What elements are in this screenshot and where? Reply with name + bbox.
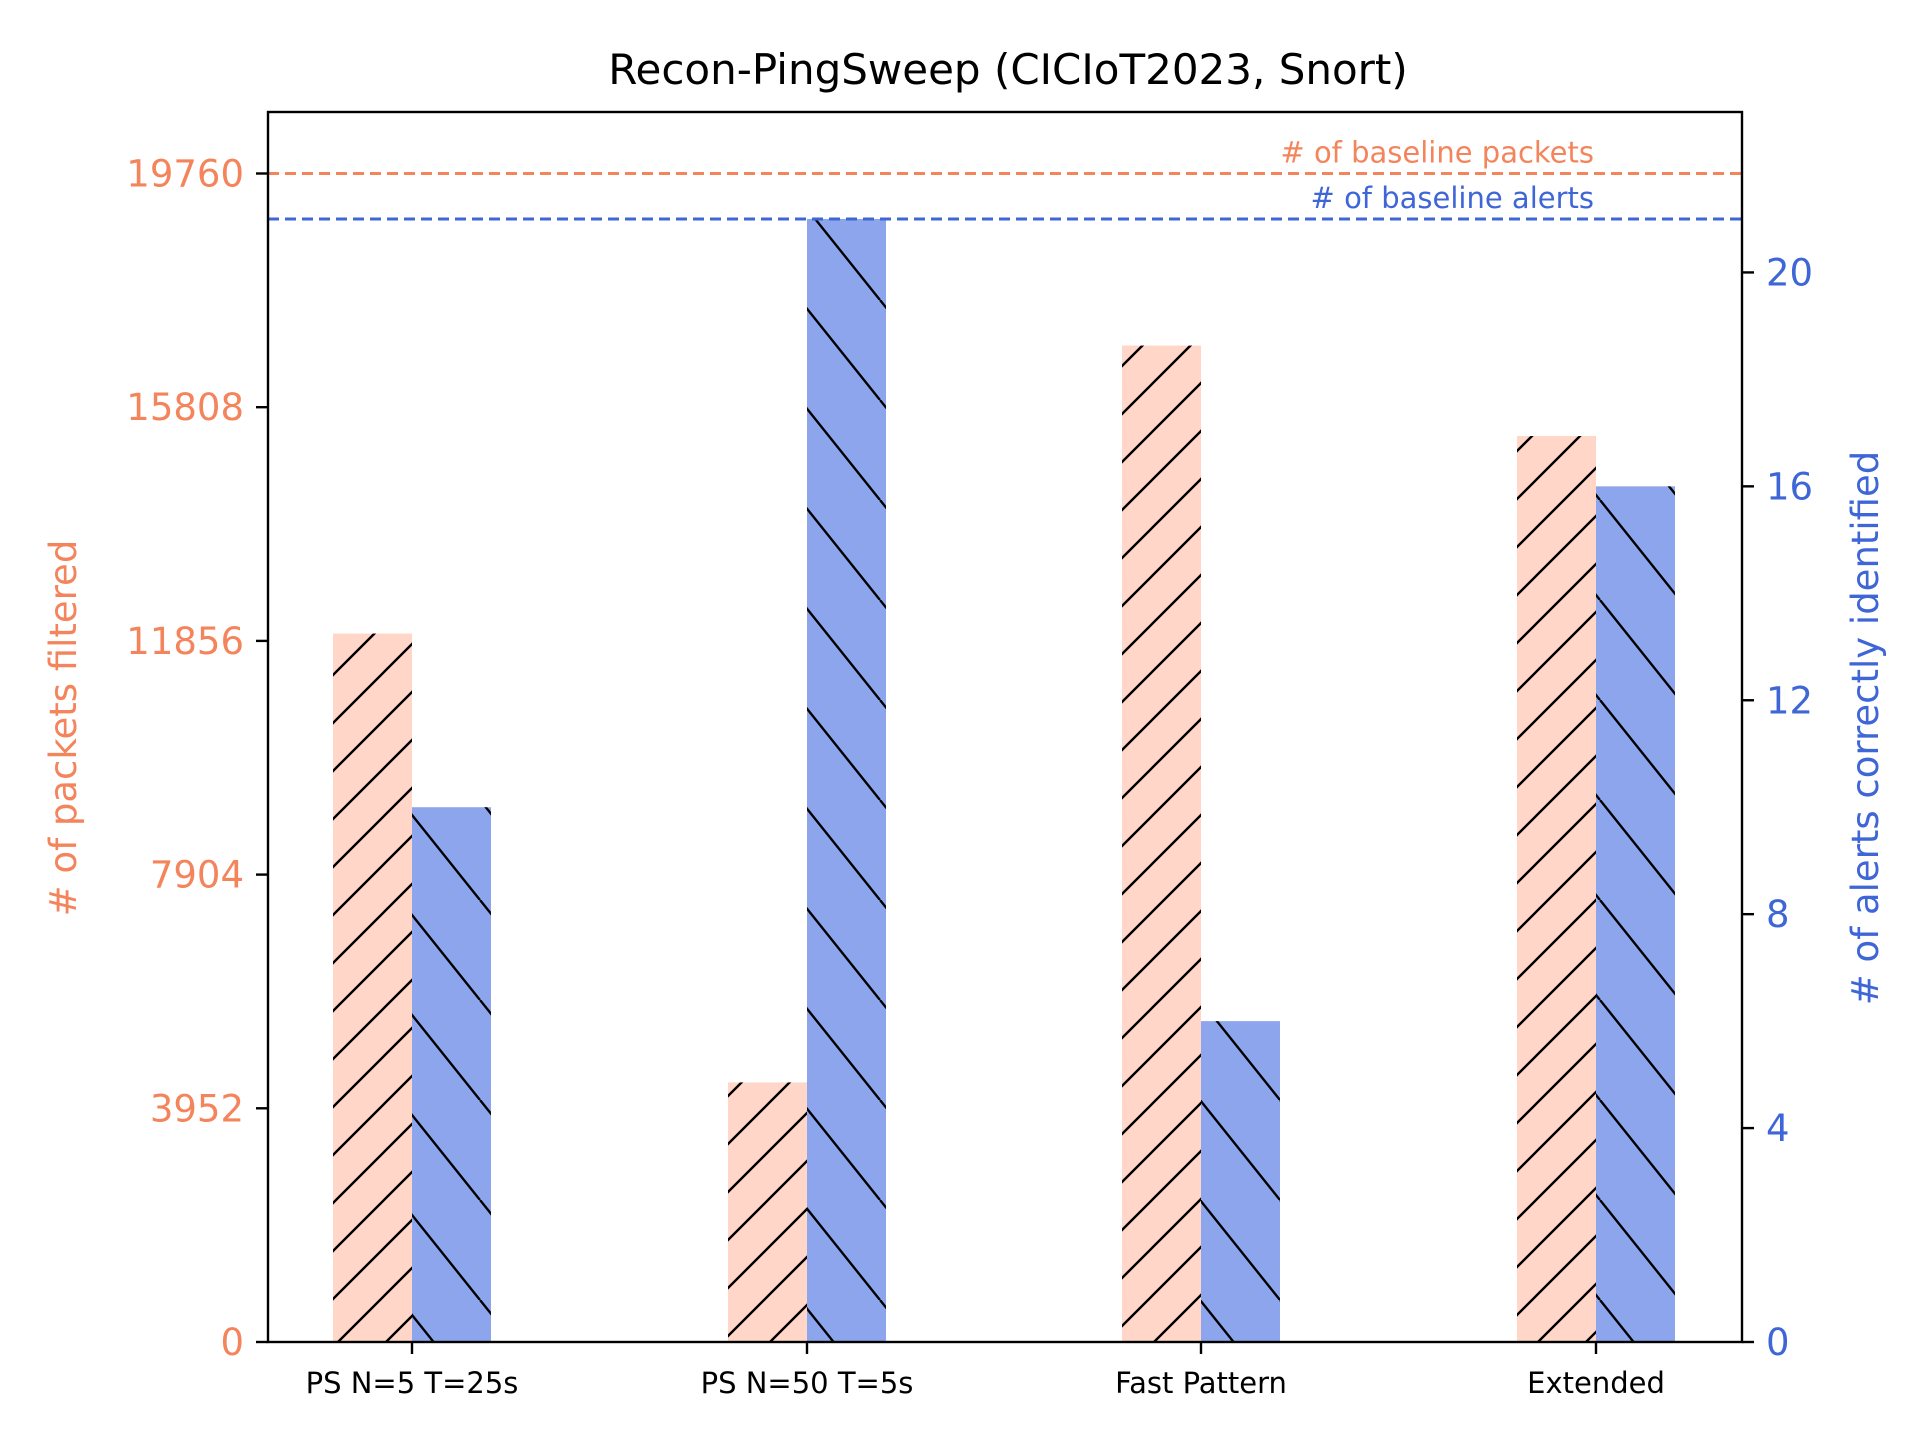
bar-hatch-1-2 <box>1201 1021 1280 1342</box>
y-right-tick-label-3: 12 <box>1766 679 1813 722</box>
y-left-tick-label-5: 19760 <box>126 153 244 196</box>
y-left-tick-label-4: 15808 <box>126 386 244 429</box>
x-tick-label-2: Fast Pattern <box>1115 1366 1287 1400</box>
bar-hatch-0-1 <box>728 1082 807 1342</box>
chart-title: Recon-PingSweep (CICIoT2023, Snort) <box>608 45 1408 94</box>
y-axis-left-label: # of packets filtered <box>42 540 85 917</box>
x-tick-label-3: Extended <box>1527 1366 1665 1400</box>
y-left-tick-label-3: 11856 <box>126 620 244 663</box>
reference-line-label-0: # of baseline packets <box>1280 136 1594 170</box>
y-right-tick-label-2: 8 <box>1766 893 1790 936</box>
bar-hatch-0-3 <box>1517 436 1596 1342</box>
x-tick-label-0: PS N=5 T=25s <box>306 1366 519 1400</box>
bar-hatch-0-0 <box>333 633 412 1342</box>
y-left-tick-label-2: 7904 <box>150 854 244 897</box>
bar-hatch-0-2 <box>1122 345 1201 1342</box>
y-axis-right-label: # of alerts correctly identified <box>1844 451 1887 1005</box>
y-left-tick-label-1: 3952 <box>150 1087 244 1130</box>
y-right-tick-label-5: 20 <box>1766 251 1813 294</box>
x-tick-label-1: PS N=50 T=5s <box>701 1366 914 1400</box>
bar-hatch-1-1 <box>807 218 886 1342</box>
y-left-tick-label-0: 0 <box>220 1321 244 1364</box>
reference-line-label-1: # of baseline alerts <box>1311 181 1594 215</box>
plot-frame <box>266 110 1744 1344</box>
bar-hatch-1-0 <box>412 807 491 1342</box>
bar-hatch-1-3 <box>1596 486 1675 1342</box>
y-right-tick-label-4: 16 <box>1766 465 1813 508</box>
y-right-tick-label-1: 4 <box>1766 1107 1790 1150</box>
y-right-tick-label-0: 0 <box>1766 1321 1790 1364</box>
